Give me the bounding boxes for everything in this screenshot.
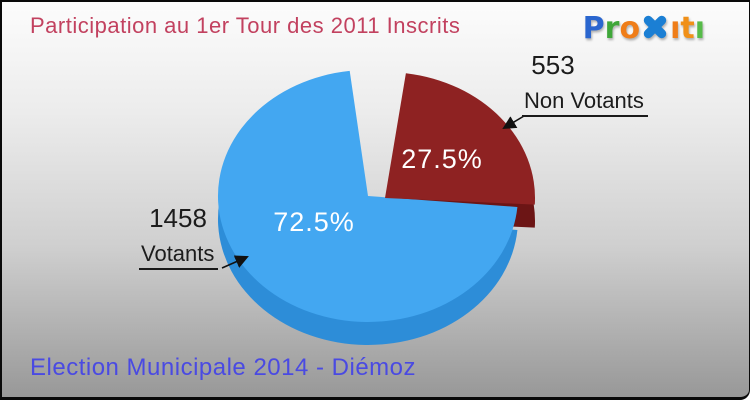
logo-letter: o	[619, 11, 641, 46]
logo-letter: P	[582, 11, 605, 46]
logo-letter: r	[604, 11, 620, 46]
nonvotants-percentage: 27.5%	[401, 144, 483, 174]
pie-slice-votants	[217, 70, 518, 322]
election-caption: Election Municipale 2014 - Diémoz	[30, 354, 417, 381]
proxiti-logo[interactable]: Pro ıtı	[583, 8, 705, 46]
votants-label: Votants	[139, 241, 219, 270]
votants-arrow	[221, 255, 249, 269]
nonvotants-value: 553	[531, 50, 575, 80]
pie-slice-nonvotants	[385, 73, 536, 205]
chart-title: Participation au 1er Tour des 2011 Inscr…	[30, 13, 461, 38]
logo-letter-i-stem: ı	[670, 11, 681, 46]
proxiti-x-icon	[640, 12, 670, 42]
nonvotants-label: Non Votants	[522, 88, 648, 117]
votants-percentage: 72.5%	[273, 207, 355, 237]
nonvotants-arrow	[502, 115, 525, 130]
logo-letter-i-stem: ı	[694, 11, 705, 46]
logo-letter: t	[680, 11, 695, 46]
votants-value: 1458	[149, 203, 207, 233]
